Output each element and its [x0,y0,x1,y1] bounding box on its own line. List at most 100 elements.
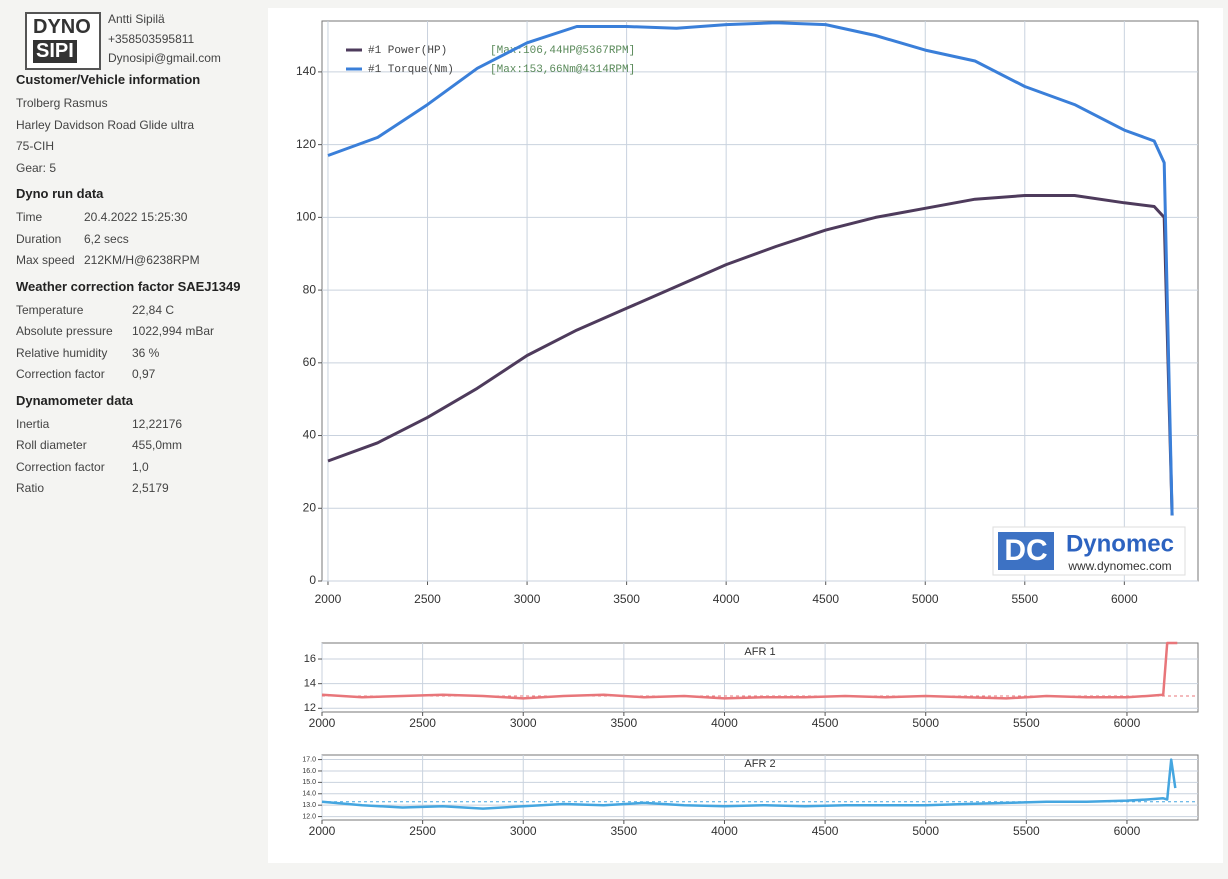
field-label: Correction factor [16,367,105,381]
x-tick-label: 3000 [510,824,537,838]
chart-title: AFR 2 [744,758,775,770]
field-label: Absolute pressure [16,324,113,338]
chart: 2000 2500 3000 3500 4000 4500 5000 5500 6000 12.0… [302,754,1199,838]
x-tick-label: 2000 [309,716,336,730]
x-tick-label: 2000 [309,824,336,838]
field-value: 1,0 [132,459,149,474]
x-tick-label: 6000 [1114,716,1141,730]
y-tick-label: 12 [304,702,316,714]
field-value: 455,0mm [132,438,183,452]
series-line [321,641,1178,700]
y-tick-label: 20 [303,500,317,514]
sidebar: DYNO SIPI Antti Sipilä +358503595811 Dyn… [0,0,275,879]
x-tick-label: 3500 [611,716,638,730]
y-tick-label: 100 [296,210,316,224]
dynomec-logo: DC Dynomec www.dynomec.com [992,526,1186,576]
x-tick-label: 2500 [409,824,436,838]
x-tick-label: 5500 [1013,824,1040,838]
y-tick-label: 14 [304,678,316,690]
logo-text: DYNO [33,16,91,38]
y-tick-label: 16.0 [302,768,316,775]
y-tick-label: 15.0 [302,779,316,786]
x-tick-label: 4500 [812,716,839,730]
field-label: Inertia [16,416,50,431]
y-tick-label: 16 [304,653,316,665]
x-tick-label: 2500 [409,716,436,730]
series-line [327,194,1174,516]
x-tick-label: 6000 [1114,824,1141,838]
chart: 2000 2500 3000 3500 4000 4500 5000 5500 6000 12 14… [304,641,1199,730]
contact-name: Antti Sipilä [108,12,165,26]
y-tick-label: 60 [303,355,317,369]
legend-annotation: [Max:153,66Nm@4314RPM] [490,64,635,76]
y-tick-label: 17.0 [302,756,316,763]
field-label: Gear: 5 [16,160,57,175]
chart: 2000 2500 3000 3500 4000 4500 5000 5500 6000 0 20 4… [296,20,1199,606]
logo-url: www.dynomec.com [1067,559,1171,573]
contact-email: Dynosipi@gmail.com [108,51,221,65]
x-tick-label: 4000 [711,824,738,838]
y-tick-label: 120 [296,137,316,151]
field-label: Max speed [16,253,75,267]
y-tick-label: 13.0 [302,802,316,809]
y-tick-label: 14.0 [302,791,316,798]
field-label: Harley Davidson Road Glide ultra [16,117,195,132]
field-value: 12,22176 [132,416,183,431]
plot-area [321,754,1199,821]
x-tick-label: 3000 [510,716,537,730]
logo-mark-bg [998,532,1054,570]
x-tick-label: 5000 [912,592,939,606]
field-value: 20.4.2022 15:25:30 [84,210,188,224]
legend-label: #1 Torque(Nm) [368,64,454,76]
x-tick-label: 2500 [414,592,441,606]
legend-label: #1 Power(HP) [368,45,447,57]
field-label: Roll diameter [16,438,87,452]
x-tick-label: 4000 [711,716,738,730]
x-tick-label: 3500 [611,824,638,838]
logo-text: SIPI [33,40,77,63]
section-title: Weather correction factor SAEJ1349 [16,278,241,294]
field-label: Temperature [16,302,84,317]
field-label: Relative humidity [16,345,108,360]
logo-mark: DC [1004,534,1047,567]
y-tick-label: 12.0 [302,813,316,820]
series-line [327,21,1174,516]
x-tick-label: 3500 [613,592,640,606]
contact-phone: +358503595811 [108,32,195,46]
x-tick-label: 2000 [315,592,342,606]
field-value: 0,97 [132,367,156,381]
field-label: 75-CIH [16,139,55,153]
plot-area [321,20,1199,582]
x-tick-label: 5500 [1013,716,1040,730]
field-value: 212KM/H@6238RPM [84,253,200,267]
x-tick-label: 4500 [812,592,839,606]
plot-area [321,642,1199,713]
y-tick-label: 40 [303,428,317,442]
logo-box: DYNO SIPI [25,12,101,70]
x-tick-label: 3000 [514,592,541,606]
field-value: 36 % [132,345,160,360]
x-tick-label: 4500 [812,824,839,838]
y-tick-label: 140 [296,64,316,78]
y-tick-label: 0 [309,573,316,587]
field-label: Correction factor [16,459,105,474]
x-tick-label: 5000 [912,716,939,730]
x-tick-label: 4000 [713,592,740,606]
y-tick-label: 80 [303,282,317,296]
field-value: 6,2 secs [84,231,129,246]
x-tick-label: 5500 [1011,592,1038,606]
section-title: Customer/Vehicle information [16,72,201,87]
series-line [321,758,1177,810]
field-value: 1022,994 mBar [132,324,215,338]
field-value: 2,5179 [132,481,169,495]
field-label: Trolberg Rasmus [16,96,108,110]
field-label: Duration [16,231,62,246]
x-tick-label: 5000 [912,824,939,838]
field-label: Ratio [16,481,45,495]
section-title: Dynamometer data [16,392,134,408]
legend-annotation: [Max:106,44HP@5367RPM] [490,45,635,57]
field-value: 22,84 C [132,302,175,317]
logo-brand: Dynomec [1066,530,1174,557]
